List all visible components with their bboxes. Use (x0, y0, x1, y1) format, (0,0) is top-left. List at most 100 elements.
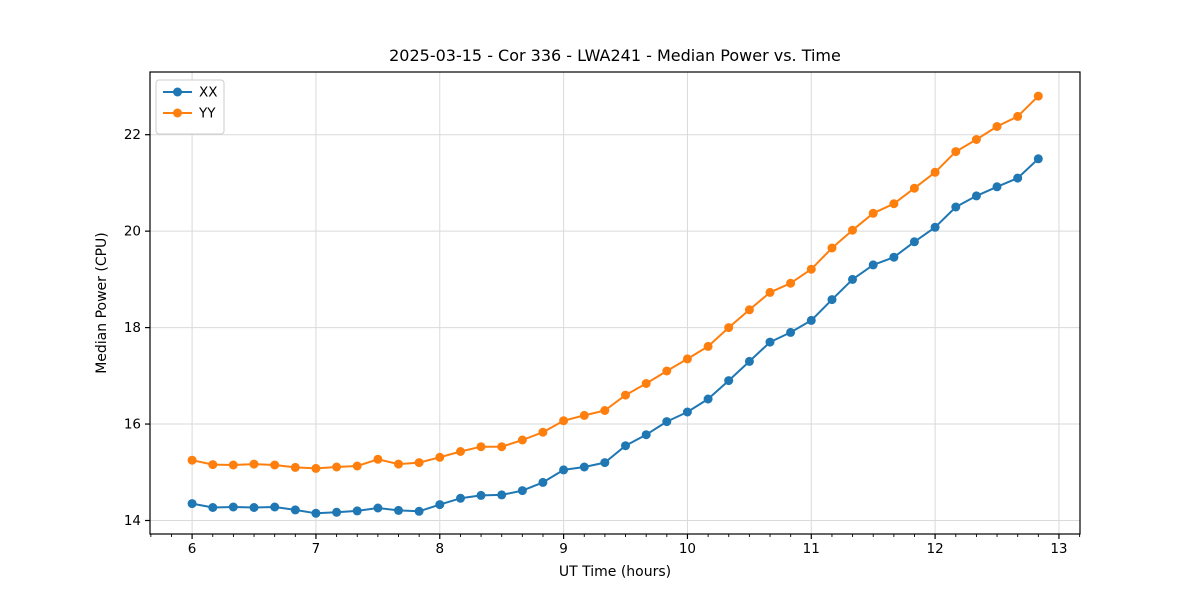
y-tick-label: 16 (124, 417, 141, 433)
data-point-XX (889, 252, 899, 262)
data-point-YY (208, 460, 218, 470)
data-point-XX (456, 493, 465, 503)
data-point-XX (868, 260, 878, 270)
data-point-XX (579, 462, 589, 472)
chart-title: 2025-03-15 - Cor 336 - LWA241 - Median P… (389, 46, 841, 65)
data-point-XX (332, 507, 342, 517)
data-point-YY (971, 135, 981, 144)
data-point-YY (662, 366, 672, 376)
data-point-XX (373, 503, 383, 513)
y-tick-label: 18 (124, 320, 141, 336)
x-tick-label: 9 (559, 541, 568, 557)
tick-labels: 6 7 8 9 10 11 12 13 14 16 18 20 22 (124, 127, 1068, 557)
data-point-YY (930, 167, 940, 177)
data-point-XX (1013, 173, 1023, 183)
data-point-XX (662, 417, 672, 427)
legend-label-XX: XX (199, 85, 218, 101)
data-point-XX (290, 505, 300, 515)
data-point-YY (228, 460, 238, 470)
data-point-XX (951, 202, 961, 212)
data-point-XX (414, 506, 424, 516)
data-point-XX (703, 394, 713, 404)
x-tick-label: 6 (188, 541, 197, 557)
x-tick-label: 7 (312, 541, 321, 557)
data-point-XX (311, 508, 321, 518)
data-point-XX (786, 327, 796, 337)
data-point-XX (538, 477, 548, 487)
data-point-YY (992, 122, 1002, 131)
data-point-XX (992, 182, 1002, 192)
data-point-YY (187, 455, 197, 465)
data-point-YY (786, 278, 796, 288)
x-tick-label: 13 (1050, 541, 1067, 557)
data-point-YY (249, 459, 259, 469)
plot-border (149, 71, 1081, 535)
data-point-XX (476, 490, 486, 500)
y-tick-label: 20 (124, 224, 141, 240)
y-tick-label: 22 (124, 127, 141, 143)
data-point-XX (827, 295, 837, 305)
legend: XX YY (155, 79, 225, 135)
data-point-YY (270, 460, 280, 470)
data-point-XX (744, 356, 754, 366)
data-point-YY (909, 183, 919, 193)
data-point-YY (476, 442, 486, 452)
data-point-XX (682, 407, 692, 417)
axis-ticks (145, 134, 1081, 539)
x-tick-label: 10 (679, 541, 696, 557)
data-point-YY (435, 452, 445, 462)
data-point-XX (497, 490, 507, 500)
series-YY (187, 91, 1043, 473)
data-point-YY (538, 427, 548, 437)
data-point-YY (806, 264, 816, 274)
data-point-YY (373, 454, 383, 464)
data-point-XX (909, 237, 919, 247)
data-point-YY (1033, 91, 1043, 101)
data-point-YY (868, 208, 878, 218)
data-point-XX (848, 274, 857, 284)
legend-marker-YY (173, 108, 182, 118)
x-tick-label: 11 (803, 541, 820, 557)
x-axis-label: UT Time (hours) (558, 564, 672, 580)
data-point-XX (765, 337, 775, 347)
data-point-YY (765, 287, 775, 297)
data-point-XX (394, 505, 403, 515)
data-point-YY (1013, 111, 1023, 121)
data-point-YY (744, 305, 754, 315)
data-point-XX (621, 441, 630, 451)
data-point-XX (806, 315, 816, 325)
data-point-XX (559, 465, 569, 475)
data-point-YY (559, 416, 569, 426)
data-point-YY (889, 199, 899, 209)
data-point-YY (600, 406, 610, 415)
data-point-XX (249, 503, 259, 512)
x-tick-label: 12 (927, 541, 944, 557)
data-point-YY (456, 447, 465, 456)
data-point-XX (435, 500, 445, 510)
series-line-YY (191, 95, 1040, 470)
data-point-YY (641, 379, 651, 388)
legend-box (155, 79, 225, 135)
data-point-YY (848, 225, 857, 235)
data-point-YY (579, 410, 589, 420)
data-point-YY (352, 461, 362, 471)
data-point-XX (600, 458, 610, 468)
data-point-XX (930, 222, 940, 232)
data-point-YY (724, 323, 734, 333)
data-point-YY (311, 463, 321, 473)
series-line-XX (191, 158, 1039, 515)
data-point-XX (641, 430, 651, 440)
data-point-XX (187, 499, 197, 509)
series-XX (187, 154, 1043, 518)
data-point-YY (951, 147, 961, 157)
data-point-YY (621, 390, 630, 400)
data-point-XX (724, 376, 734, 386)
data-point-XX (208, 503, 218, 512)
gridlines (150, 72, 1080, 534)
data-point-YY (332, 462, 342, 472)
data-point-XX (1033, 154, 1043, 164)
x-tick-label: 8 (435, 541, 444, 557)
data-point-XX (517, 486, 527, 496)
